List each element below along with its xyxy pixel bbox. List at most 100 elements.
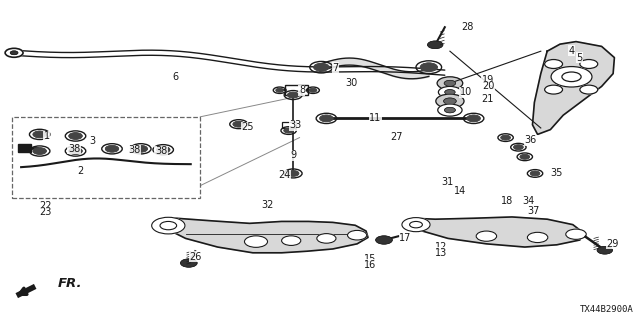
Circle shape [520, 155, 529, 159]
Circle shape [33, 131, 46, 138]
Text: 37: 37 [527, 206, 540, 216]
Circle shape [244, 236, 268, 247]
Text: TX44B2900A: TX44B2900A [580, 305, 634, 314]
Circle shape [500, 135, 511, 140]
Text: 24: 24 [278, 170, 291, 180]
Circle shape [580, 60, 598, 68]
Circle shape [152, 217, 185, 234]
Circle shape [287, 171, 299, 176]
Polygon shape [157, 218, 368, 253]
Circle shape [156, 146, 170, 153]
Text: 16: 16 [364, 260, 376, 270]
Text: 35: 35 [550, 168, 563, 179]
Text: 25: 25 [241, 122, 254, 132]
Text: 31: 31 [442, 177, 454, 187]
Text: 5: 5 [576, 52, 582, 63]
Text: 8: 8 [299, 85, 305, 95]
Circle shape [551, 67, 592, 87]
Circle shape [348, 230, 367, 240]
Circle shape [410, 221, 422, 228]
Circle shape [314, 63, 329, 71]
Circle shape [562, 72, 581, 82]
Text: 32: 32 [261, 200, 273, 210]
Text: 27: 27 [390, 132, 403, 142]
Text: 17: 17 [399, 233, 412, 244]
Text: 33: 33 [289, 120, 301, 131]
Circle shape [69, 132, 82, 140]
Text: 34: 34 [522, 196, 534, 206]
Text: 28: 28 [461, 22, 473, 32]
Circle shape [580, 85, 598, 94]
Polygon shape [406, 217, 582, 247]
Polygon shape [532, 42, 614, 134]
Circle shape [476, 231, 497, 241]
Circle shape [428, 41, 443, 49]
Text: 13: 13 [435, 248, 447, 258]
Circle shape [545, 85, 563, 94]
Circle shape [134, 145, 148, 152]
Circle shape [287, 92, 299, 98]
Circle shape [284, 128, 293, 133]
Circle shape [444, 98, 456, 104]
Circle shape [437, 77, 463, 90]
Circle shape [436, 94, 464, 108]
Circle shape [69, 148, 82, 155]
Text: 3: 3 [90, 136, 96, 147]
Text: 1: 1 [44, 131, 50, 141]
Bar [18, 144, 31, 152]
Circle shape [376, 236, 392, 244]
Circle shape [438, 104, 462, 116]
Text: 7: 7 [332, 63, 339, 73]
Text: 21: 21 [481, 93, 493, 104]
Circle shape [527, 232, 548, 243]
Text: 22: 22 [40, 201, 52, 212]
Text: 10: 10 [460, 87, 472, 97]
Circle shape [530, 171, 540, 176]
Circle shape [282, 236, 301, 245]
Circle shape [467, 115, 481, 122]
Circle shape [514, 145, 524, 149]
Circle shape [309, 88, 317, 92]
Text: 30: 30 [346, 77, 358, 88]
Text: 29: 29 [607, 239, 619, 249]
Circle shape [597, 246, 612, 254]
Circle shape [402, 218, 430, 232]
Circle shape [319, 115, 333, 122]
Text: 26: 26 [189, 252, 202, 262]
Circle shape [444, 80, 456, 86]
Text: 14: 14 [454, 186, 467, 196]
Circle shape [566, 229, 586, 239]
Text: 9: 9 [291, 150, 297, 160]
Bar [12, 117, 200, 198]
Text: 12: 12 [435, 242, 447, 252]
Circle shape [5, 48, 23, 57]
Circle shape [33, 148, 46, 155]
Text: 38: 38 [128, 145, 140, 156]
Text: 38: 38 [155, 146, 167, 156]
Circle shape [180, 259, 197, 267]
Circle shape [444, 107, 456, 113]
Circle shape [105, 145, 119, 152]
Circle shape [10, 51, 18, 55]
Circle shape [438, 86, 461, 98]
Text: 11: 11 [369, 113, 381, 124]
Bar [282, 122, 296, 128]
Circle shape [233, 121, 244, 127]
Circle shape [160, 221, 177, 230]
Circle shape [317, 234, 336, 243]
Text: FR.: FR. [58, 277, 82, 290]
Text: 38: 38 [68, 144, 80, 154]
Text: 2: 2 [77, 166, 83, 176]
Circle shape [545, 60, 563, 68]
Text: 19: 19 [482, 75, 494, 85]
Text: 20: 20 [482, 81, 494, 92]
Text: 23: 23 [40, 207, 52, 217]
Circle shape [420, 63, 438, 71]
Circle shape [445, 90, 455, 95]
Text: 36: 36 [525, 135, 537, 145]
Text: 6: 6 [173, 72, 179, 82]
Text: 18: 18 [500, 196, 513, 206]
Text: 4: 4 [568, 45, 575, 56]
Bar [285, 85, 308, 95]
Text: 15: 15 [364, 253, 376, 264]
